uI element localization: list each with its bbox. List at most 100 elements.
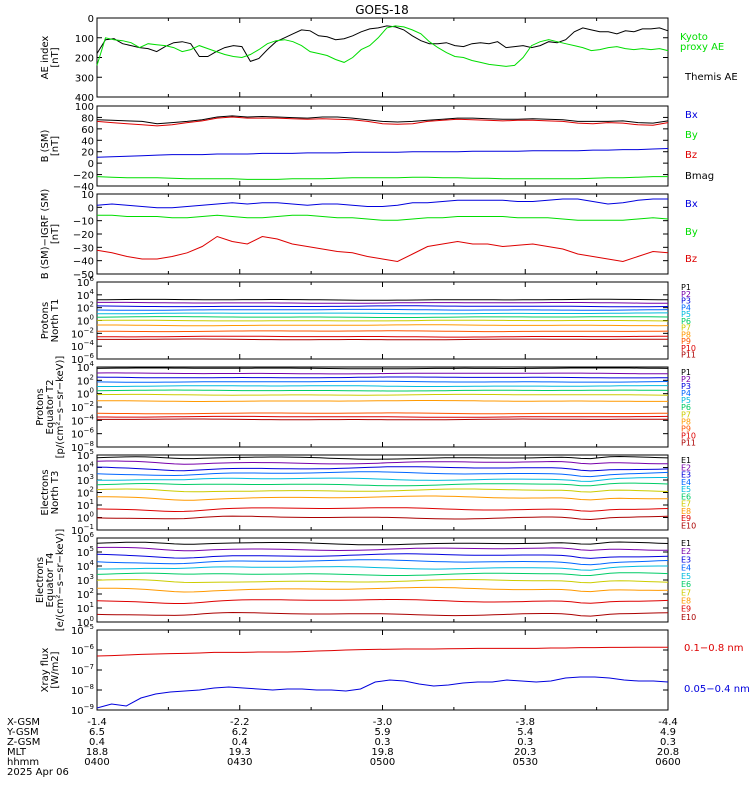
panel-frame bbox=[96, 17, 669, 98]
channel-label: E6 bbox=[681, 492, 691, 501]
row-value: 0.4 bbox=[232, 737, 248, 748]
channel-line-p2 bbox=[96, 372, 668, 375]
channel-label: P9 bbox=[681, 337, 691, 346]
panel-frame bbox=[96, 366, 669, 448]
channel-line-e9 bbox=[96, 599, 669, 604]
series-line-2 bbox=[96, 116, 669, 127]
y-tick-label: −20 bbox=[73, 171, 94, 182]
channel-line-e2 bbox=[96, 546, 668, 552]
y-tick-label: 106 bbox=[77, 275, 95, 289]
row-label: Y-GSM bbox=[6, 727, 39, 738]
y-tick-label: 106 bbox=[77, 531, 95, 545]
channel-line-e9 bbox=[96, 507, 669, 513]
channel-line-e3 bbox=[96, 553, 669, 559]
channel-label: E2 bbox=[681, 463, 691, 472]
y-axis-label: AE index bbox=[40, 36, 51, 80]
channel-label: P1 bbox=[681, 368, 691, 377]
channel-label: E8 bbox=[681, 597, 691, 606]
y-tick-label: −50 bbox=[73, 270, 94, 281]
channel-line-p1 bbox=[96, 367, 669, 370]
channel-line-e10 bbox=[96, 515, 669, 521]
y-tick-label: 60 bbox=[81, 125, 94, 136]
panel-8: 10−5 10−6 10−7 10−8 10−9 Xray flux [W/m2] 0.1−0… bbox=[40, 623, 750, 717]
y-tick-label: 10−6 bbox=[71, 352, 95, 366]
row-value: 0600 bbox=[655, 757, 680, 768]
y-axis-label: B (SM) bbox=[40, 129, 51, 162]
channel-line-p3 bbox=[96, 376, 669, 379]
y-tick-label: 10−1 bbox=[71, 523, 94, 537]
channel-label: E1 bbox=[681, 456, 691, 465]
y-tick-label: 10−2 bbox=[71, 326, 94, 340]
y-tick-label: 10−9 bbox=[71, 703, 94, 717]
channel-line-e8 bbox=[97, 495, 669, 501]
y-axis-label: Equator T2 bbox=[45, 380, 56, 435]
channel-label: E9 bbox=[681, 605, 691, 614]
channel-label: P5 bbox=[681, 310, 691, 319]
channel-label: P11 bbox=[681, 439, 696, 448]
row-value: -3.8 bbox=[515, 717, 535, 728]
y-tick-label: 104 bbox=[77, 288, 95, 302]
series-line-1 bbox=[96, 646, 668, 657]
y-axis-label: North T1 bbox=[50, 299, 61, 343]
y-tick-label: −30 bbox=[73, 243, 94, 254]
row-value: 5.4 bbox=[517, 727, 533, 738]
y-tick-label: 102 bbox=[77, 301, 94, 315]
legend-entry: By bbox=[685, 227, 698, 238]
series-line-2 bbox=[97, 214, 669, 221]
series-line-1 bbox=[96, 198, 668, 209]
y-tick-label: 10−8 bbox=[71, 440, 94, 454]
channel-label: E5 bbox=[681, 485, 691, 494]
y-tick-label: 10 bbox=[81, 190, 94, 201]
y-axis-label: [e/(cm²−s−sr−keV)] bbox=[55, 529, 66, 632]
channel-line-e2 bbox=[96, 460, 669, 465]
y-tick-label: 10−6 bbox=[71, 643, 95, 657]
channel-label: E1 bbox=[681, 539, 691, 548]
y-tick-label: 100 bbox=[75, 34, 94, 45]
row-value: -1.4 bbox=[87, 717, 107, 728]
legend-entry: 0.05−0.4 nm bbox=[684, 684, 750, 695]
y-tick-label: 105 bbox=[77, 448, 94, 462]
legend-entry: proxy AE bbox=[680, 42, 724, 53]
channel-line-p2 bbox=[97, 301, 669, 304]
panel-frame bbox=[96, 629, 669, 711]
channel-line-e5 bbox=[97, 477, 668, 482]
y-axis-label: Electrons bbox=[35, 557, 46, 603]
y-axis-label: [nT] bbox=[50, 47, 61, 67]
row-value: 19.8 bbox=[371, 747, 393, 758]
legend-entry: Bmag bbox=[685, 171, 714, 182]
y-axis-label: Xray flux bbox=[40, 648, 51, 693]
y-tick-label: 101 bbox=[77, 498, 94, 512]
channel-label: E10 bbox=[681, 521, 696, 530]
row-value: 5.9 bbox=[375, 727, 391, 738]
channel-line-e1 bbox=[96, 455, 669, 460]
channel-label: P7 bbox=[681, 410, 691, 419]
channel-line-e6 bbox=[96, 572, 669, 577]
channel-label: P11 bbox=[681, 351, 696, 360]
channel-label: P8 bbox=[681, 417, 691, 426]
legend-entry: Bx bbox=[685, 110, 698, 121]
y-tick-label: 0 bbox=[88, 159, 94, 170]
y-tick-label: −40 bbox=[73, 182, 94, 193]
channel-line-p8 bbox=[97, 324, 669, 327]
channel-line-p6 bbox=[96, 389, 669, 392]
y-tick-label: 10−5 bbox=[71, 623, 94, 637]
y-tick-label: 100 bbox=[75, 102, 94, 113]
channel-line-e5 bbox=[97, 565, 668, 571]
y-axis-label: Protons bbox=[35, 388, 46, 425]
y-tick-label: 105 bbox=[77, 545, 94, 559]
channel-line-e1 bbox=[96, 541, 669, 546]
channel-line-p10 bbox=[97, 335, 669, 338]
legend-entry: Bx bbox=[685, 199, 698, 210]
channel-label: E4 bbox=[681, 478, 691, 487]
channel-line-p5 bbox=[97, 385, 668, 387]
channel-line-p7 bbox=[96, 319, 669, 322]
legend-entry: Bz bbox=[685, 254, 697, 265]
channel-label: P5 bbox=[681, 396, 691, 405]
legend-entry: Bz bbox=[685, 150, 697, 161]
